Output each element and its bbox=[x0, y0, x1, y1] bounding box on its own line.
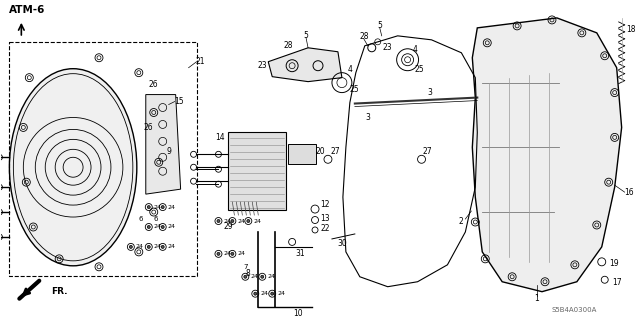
Text: 26: 26 bbox=[144, 123, 154, 132]
Text: 3: 3 bbox=[427, 88, 432, 97]
Circle shape bbox=[129, 245, 132, 249]
Text: 24: 24 bbox=[253, 219, 261, 224]
Text: 27: 27 bbox=[422, 147, 433, 156]
Circle shape bbox=[231, 252, 234, 255]
Text: 23: 23 bbox=[257, 61, 267, 70]
Text: 15: 15 bbox=[174, 97, 184, 106]
Polygon shape bbox=[472, 18, 621, 292]
Text: 24: 24 bbox=[237, 251, 245, 256]
Text: ATM-6: ATM-6 bbox=[10, 5, 46, 15]
Text: 25: 25 bbox=[415, 65, 424, 74]
Text: 24: 24 bbox=[154, 204, 162, 210]
Circle shape bbox=[247, 219, 250, 223]
Text: 6: 6 bbox=[138, 216, 143, 222]
Text: 24: 24 bbox=[136, 244, 144, 249]
Text: 21: 21 bbox=[196, 57, 205, 66]
Text: 16: 16 bbox=[624, 188, 634, 197]
Text: FR.: FR. bbox=[51, 287, 68, 296]
Circle shape bbox=[161, 205, 164, 209]
Text: 23: 23 bbox=[383, 43, 392, 52]
Text: 3: 3 bbox=[365, 113, 370, 122]
Text: 17: 17 bbox=[612, 278, 621, 287]
Circle shape bbox=[260, 275, 264, 278]
Text: 18: 18 bbox=[626, 26, 636, 34]
Text: 28: 28 bbox=[284, 41, 293, 50]
Text: 5: 5 bbox=[378, 21, 382, 30]
Text: 27: 27 bbox=[330, 147, 340, 156]
Bar bbox=[228, 132, 286, 210]
Ellipse shape bbox=[10, 69, 137, 266]
Text: 8: 8 bbox=[246, 269, 251, 278]
Circle shape bbox=[147, 245, 150, 249]
Text: 10: 10 bbox=[293, 309, 303, 318]
Text: 29: 29 bbox=[223, 222, 233, 232]
Text: 5: 5 bbox=[303, 31, 308, 40]
Text: 9: 9 bbox=[166, 147, 171, 156]
Text: 24: 24 bbox=[154, 225, 162, 229]
Circle shape bbox=[147, 205, 150, 209]
Text: 31: 31 bbox=[295, 249, 305, 258]
Text: 1: 1 bbox=[534, 294, 540, 303]
Text: 2: 2 bbox=[459, 217, 464, 226]
Text: 14: 14 bbox=[216, 133, 225, 142]
Text: 24: 24 bbox=[154, 244, 162, 249]
Text: 22: 22 bbox=[320, 225, 330, 234]
Text: 24: 24 bbox=[223, 251, 232, 256]
Text: 24: 24 bbox=[223, 219, 232, 224]
Text: 25: 25 bbox=[349, 85, 358, 94]
Polygon shape bbox=[146, 94, 180, 194]
Circle shape bbox=[254, 292, 257, 295]
Circle shape bbox=[161, 245, 164, 249]
Circle shape bbox=[231, 219, 234, 223]
Circle shape bbox=[217, 219, 220, 223]
Circle shape bbox=[147, 226, 150, 228]
Text: 24: 24 bbox=[268, 274, 275, 279]
Text: 26: 26 bbox=[149, 80, 159, 89]
Circle shape bbox=[271, 292, 274, 295]
Text: 24: 24 bbox=[168, 244, 175, 249]
Text: 13: 13 bbox=[320, 213, 330, 223]
Text: 7: 7 bbox=[243, 264, 248, 270]
Text: 24: 24 bbox=[260, 291, 268, 296]
Text: 12: 12 bbox=[320, 200, 330, 209]
Text: 24: 24 bbox=[168, 225, 175, 229]
Bar bbox=[10, 42, 196, 276]
Text: 6: 6 bbox=[154, 216, 158, 222]
Text: 24: 24 bbox=[237, 219, 245, 224]
Text: 19: 19 bbox=[609, 259, 618, 268]
Circle shape bbox=[161, 226, 164, 228]
Polygon shape bbox=[268, 48, 342, 82]
Text: 24: 24 bbox=[277, 291, 285, 296]
Text: 24: 24 bbox=[250, 274, 259, 279]
Text: S5B4A0300A: S5B4A0300A bbox=[551, 307, 596, 313]
Text: 20: 20 bbox=[315, 147, 325, 156]
Bar bbox=[288, 145, 316, 164]
Text: 28: 28 bbox=[359, 32, 369, 41]
Text: 30: 30 bbox=[337, 239, 347, 249]
Text: 24: 24 bbox=[168, 204, 175, 210]
Text: 4: 4 bbox=[348, 65, 352, 74]
Circle shape bbox=[244, 275, 247, 278]
Text: 4: 4 bbox=[412, 45, 417, 54]
Circle shape bbox=[217, 252, 220, 255]
